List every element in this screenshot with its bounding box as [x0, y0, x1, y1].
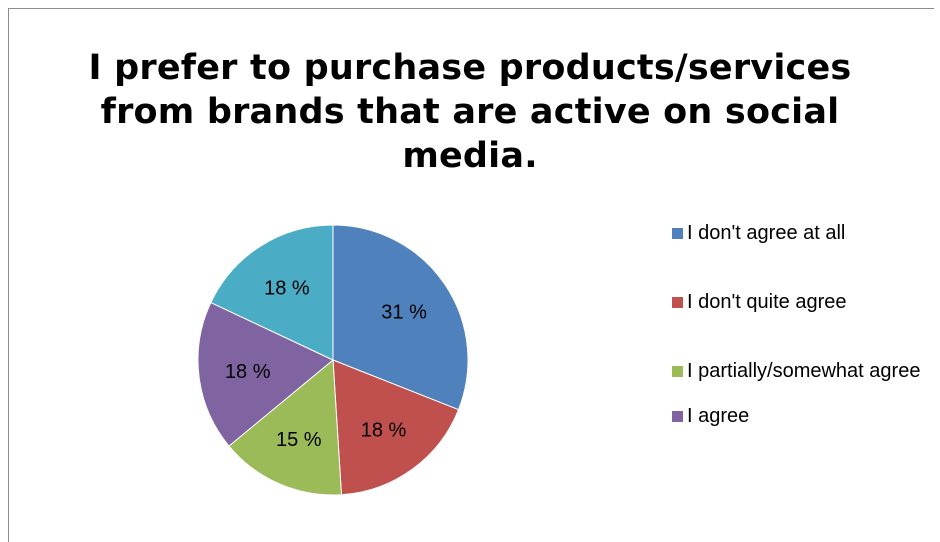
legend: I don't agree at all I don't quite agree…: [672, 221, 932, 473]
data-label-1: 31 %: [381, 302, 427, 324]
pie-slice-3: [228, 358, 343, 496]
legend-label: I partially/somewhat agree: [687, 360, 921, 382]
pie-slice-5: [210, 224, 334, 361]
pie-slice-1: [332, 224, 469, 411]
chart-title: I prefer to purchase products/services f…: [88, 48, 852, 176]
legend-swatch-purple: [672, 411, 683, 422]
legend-item-dont-quite-agree: I don't quite agree: [672, 290, 932, 314]
data-label-3: 15 %: [276, 429, 322, 451]
legend-label: I agree: [687, 405, 750, 427]
legend-item-partially-agree: I partially/somewhat agree: [672, 359, 932, 383]
chart-area: [8, 8, 934, 542]
pie-slice-2: [332, 359, 460, 496]
legend-swatch-blue: [672, 228, 683, 239]
legend-swatch-red: [672, 297, 683, 308]
pie-slices: [197, 224, 469, 496]
data-label-5: 18 %: [264, 277, 310, 299]
legend-label: I don't quite agree: [687, 291, 847, 313]
pie-data-labels: 31 % 18 % 15 % 18 % 18 %: [225, 277, 427, 451]
legend-label: I don't agree at all: [687, 222, 846, 244]
legend-item-agree: I agree: [672, 404, 932, 428]
data-label-2: 18 %: [361, 420, 407, 442]
data-label-4: 18 %: [225, 361, 271, 383]
pie-slice-4: [197, 301, 334, 447]
legend-swatch-green: [672, 366, 683, 377]
legend-item-dont-agree-at-all: I don't agree at all: [672, 221, 932, 245]
